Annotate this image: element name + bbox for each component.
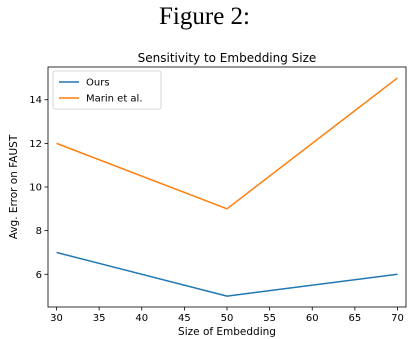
series-line-marin-et-al — [56, 77, 398, 210]
x-tick-label: 50 — [221, 313, 234, 324]
x-tick-label: 70 — [391, 313, 404, 324]
legend-label: Ours — [86, 78, 110, 89]
y-tick-label: 8 — [36, 226, 42, 237]
x-tick-label: 30 — [50, 313, 63, 324]
x-tick-label: 40 — [135, 313, 148, 324]
y-tick-label: 10 — [29, 183, 42, 194]
y-tick-label: 6 — [36, 270, 42, 281]
x-tick-label: 65 — [348, 313, 361, 324]
x-tick-label: 55 — [263, 313, 276, 324]
y-tick-label: 12 — [29, 139, 42, 150]
legend-box — [52, 70, 162, 110]
chart-title: Sensitivity to Embedding Size — [138, 51, 317, 65]
y-tick-label: 14 — [29, 95, 42, 106]
figure-caption: Figure 2: — [159, 3, 250, 30]
x-tick-label: 45 — [178, 313, 191, 324]
series-line-ours — [56, 251, 398, 297]
x-tick-label: 60 — [306, 313, 319, 324]
legend-label: Marin et al. — [86, 94, 143, 105]
x-axis-label: Size of Embedding — [178, 326, 276, 338]
y-axis-label: Avg. Error on FAUST — [8, 134, 20, 239]
x-tick-label: 35 — [93, 313, 106, 324]
